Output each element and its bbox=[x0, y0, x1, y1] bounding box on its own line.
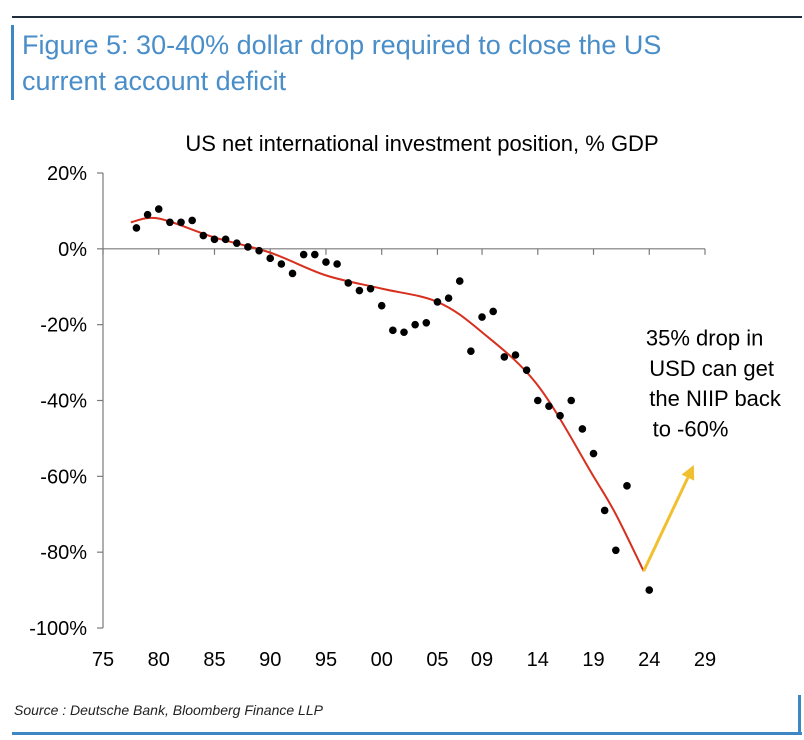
data-point bbox=[612, 546, 620, 555]
data-point bbox=[232, 239, 241, 247]
arrow-shaft bbox=[642, 476, 690, 572]
data-point bbox=[533, 396, 542, 405]
data-point bbox=[389, 326, 397, 335]
data-point bbox=[422, 318, 431, 327]
y-tick-label: 0% bbox=[58, 239, 87, 261]
y-tick-label: -40% bbox=[40, 391, 87, 413]
data-point bbox=[266, 254, 275, 263]
data-point bbox=[344, 279, 353, 287]
data-point bbox=[322, 258, 330, 266]
trend-layer bbox=[130, 216, 645, 572]
x-tick-label: 80 bbox=[148, 649, 170, 671]
annotation-layer: 35% drop in USD can get the NIIP back to -6… bbox=[642, 326, 782, 572]
data-point bbox=[556, 411, 564, 420]
data-point bbox=[522, 366, 531, 374]
data-point bbox=[210, 235, 219, 244]
chart-title: US net international investment position… bbox=[185, 131, 658, 156]
data-point bbox=[478, 313, 486, 321]
right-accent-bar bbox=[798, 695, 801, 733]
data-point bbox=[177, 218, 185, 227]
data-point bbox=[578, 425, 587, 433]
data-point bbox=[489, 307, 497, 316]
data-point bbox=[277, 260, 286, 268]
data-point bbox=[444, 294, 453, 302]
y-tick-label: -20% bbox=[40, 315, 87, 337]
data-point bbox=[589, 449, 598, 458]
data-point bbox=[188, 216, 196, 225]
x-tick-label: 14 bbox=[527, 649, 549, 671]
figure-title-line1: Figure 5: 30-40% dollar drop required to… bbox=[22, 30, 662, 60]
annotation-line: to -60% bbox=[653, 417, 729, 442]
y-tick-label: -100% bbox=[29, 618, 87, 640]
data-point bbox=[500, 353, 509, 361]
data-point bbox=[411, 320, 419, 329]
x-tick-label: 00 bbox=[371, 649, 393, 671]
data-point bbox=[199, 231, 208, 240]
data-point bbox=[221, 235, 230, 244]
data-point bbox=[366, 284, 375, 293]
data-point bbox=[299, 250, 308, 259]
data-point bbox=[433, 298, 442, 306]
title-accent-bar bbox=[11, 25, 14, 100]
data-point bbox=[455, 277, 464, 285]
x-tick-label: 19 bbox=[582, 649, 604, 671]
y-tick-label: -80% bbox=[40, 542, 87, 564]
arrow-head bbox=[681, 464, 695, 481]
points-layer bbox=[132, 205, 654, 594]
annotation-line: 35% drop in bbox=[646, 326, 763, 351]
y-tick-label: 20% bbox=[47, 163, 87, 185]
data-point bbox=[132, 224, 141, 232]
x-tick-label: 09 bbox=[471, 649, 493, 671]
data-point bbox=[255, 246, 263, 255]
x-tick-label: 75 bbox=[92, 649, 114, 671]
x-tick-label: 05 bbox=[426, 649, 448, 671]
y-tick-label: -60% bbox=[40, 466, 87, 488]
axes: 20% 0% -20% -40% -60% -80% -100%75 80 85 90 95 00 05… bbox=[29, 163, 716, 671]
x-tick-label: 24 bbox=[638, 649, 660, 671]
data-point bbox=[288, 269, 297, 278]
data-point bbox=[567, 396, 576, 405]
x-tick-label: 29 bbox=[694, 649, 716, 671]
data-point bbox=[600, 506, 609, 515]
data-point bbox=[511, 351, 520, 359]
data-point bbox=[143, 210, 152, 219]
data-point bbox=[244, 243, 252, 251]
figure-title-line2: current account deficit bbox=[22, 66, 287, 96]
top-rule bbox=[12, 16, 802, 18]
annotation-line: USD can get bbox=[649, 356, 774, 381]
data-point bbox=[400, 328, 408, 337]
data-point bbox=[154, 205, 163, 213]
data-point bbox=[355, 286, 364, 295]
data-point bbox=[333, 260, 341, 268]
source-note: Source : Deutsche Bank, Bloomberg Financ… bbox=[14, 702, 323, 718]
data-point bbox=[623, 482, 631, 490]
trend-line bbox=[130, 216, 645, 572]
annotation-line: the NIIP back bbox=[649, 386, 782, 411]
x-tick-label: 90 bbox=[259, 649, 281, 671]
data-point bbox=[545, 402, 553, 410]
data-point bbox=[166, 218, 174, 227]
data-point bbox=[311, 250, 319, 259]
x-tick-label: 95 bbox=[315, 649, 337, 671]
data-point bbox=[377, 301, 386, 310]
data-point bbox=[645, 586, 654, 594]
data-point bbox=[467, 347, 475, 356]
figure-title: Figure 5: 30-40% dollar drop required to… bbox=[22, 27, 782, 99]
bottom-rule bbox=[12, 732, 802, 735]
x-tick-label: 85 bbox=[203, 649, 225, 671]
